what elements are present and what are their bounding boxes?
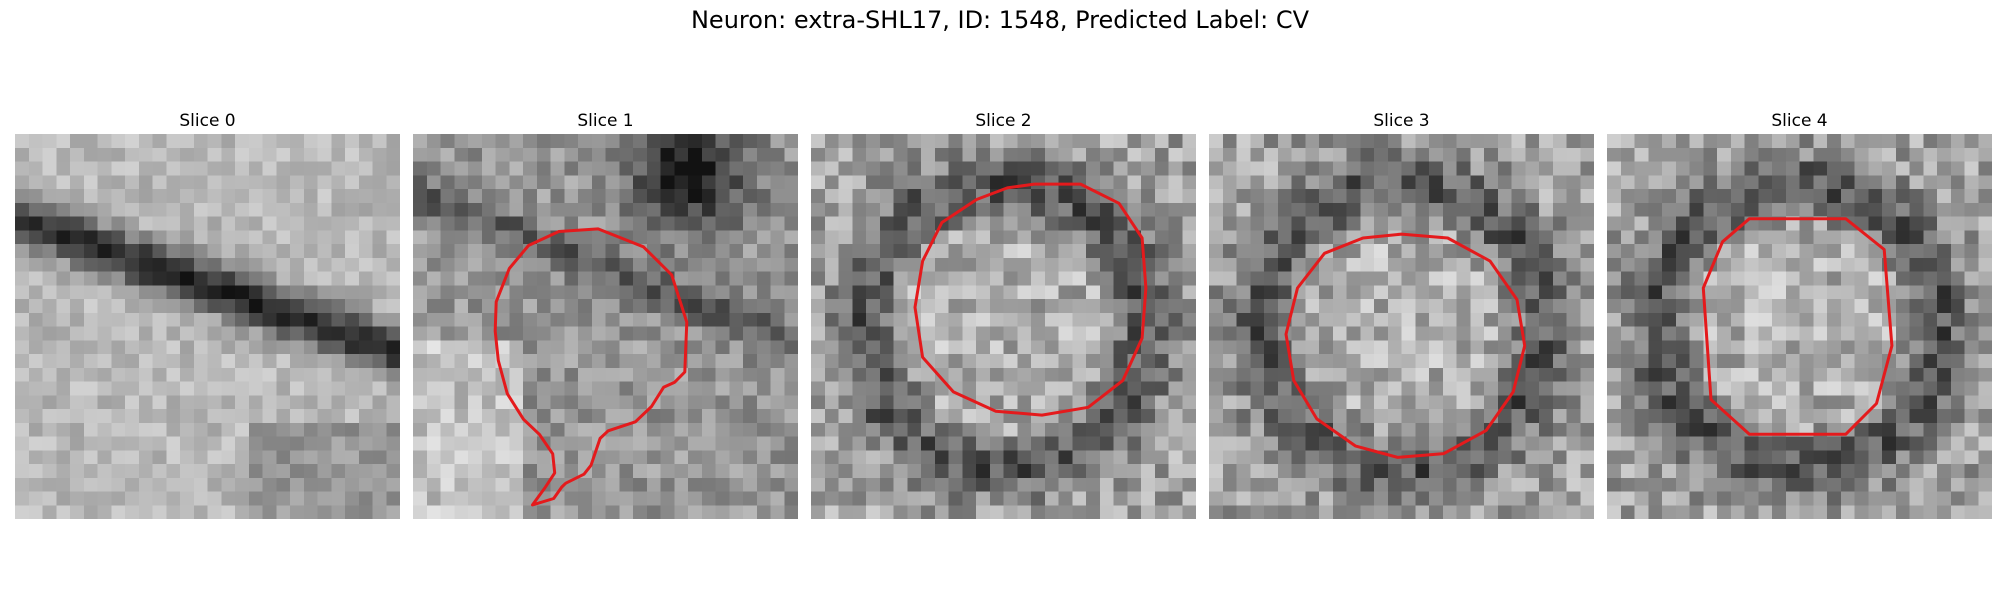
figure-title: Neuron: extra-SHL17, ID: 1548, Predicted… [690, 6, 1310, 34]
slice-panel-2: Slice 2 [811, 108, 1196, 519]
segmentation-contour-3 [1284, 232, 1527, 459]
slice-title-4: Slice 4 [1771, 111, 1828, 131]
slice-image-2 [811, 134, 1196, 519]
slice-panel-4: Slice 4 [1607, 108, 1992, 519]
slice-image-1 [413, 134, 798, 519]
segmentation-contour-1 [493, 227, 689, 507]
slice-image-0 [15, 134, 400, 519]
slice-panel-0: Slice 0 [15, 108, 400, 519]
segmentation-contour-4 [1701, 217, 1894, 436]
segmentation-contour-2 [913, 182, 1148, 417]
slice-title-1: Slice 1 [577, 111, 634, 131]
slice-title-3: Slice 3 [1373, 111, 1430, 131]
slice-title-0: Slice 0 [179, 111, 236, 131]
slice-title-2: Slice 2 [975, 111, 1032, 131]
slice-panel-1: Slice 1 [413, 108, 798, 519]
slice-image-4 [1607, 134, 1992, 519]
slice-image-3 [1209, 134, 1594, 519]
slice-panel-3: Slice 3 [1209, 108, 1594, 519]
